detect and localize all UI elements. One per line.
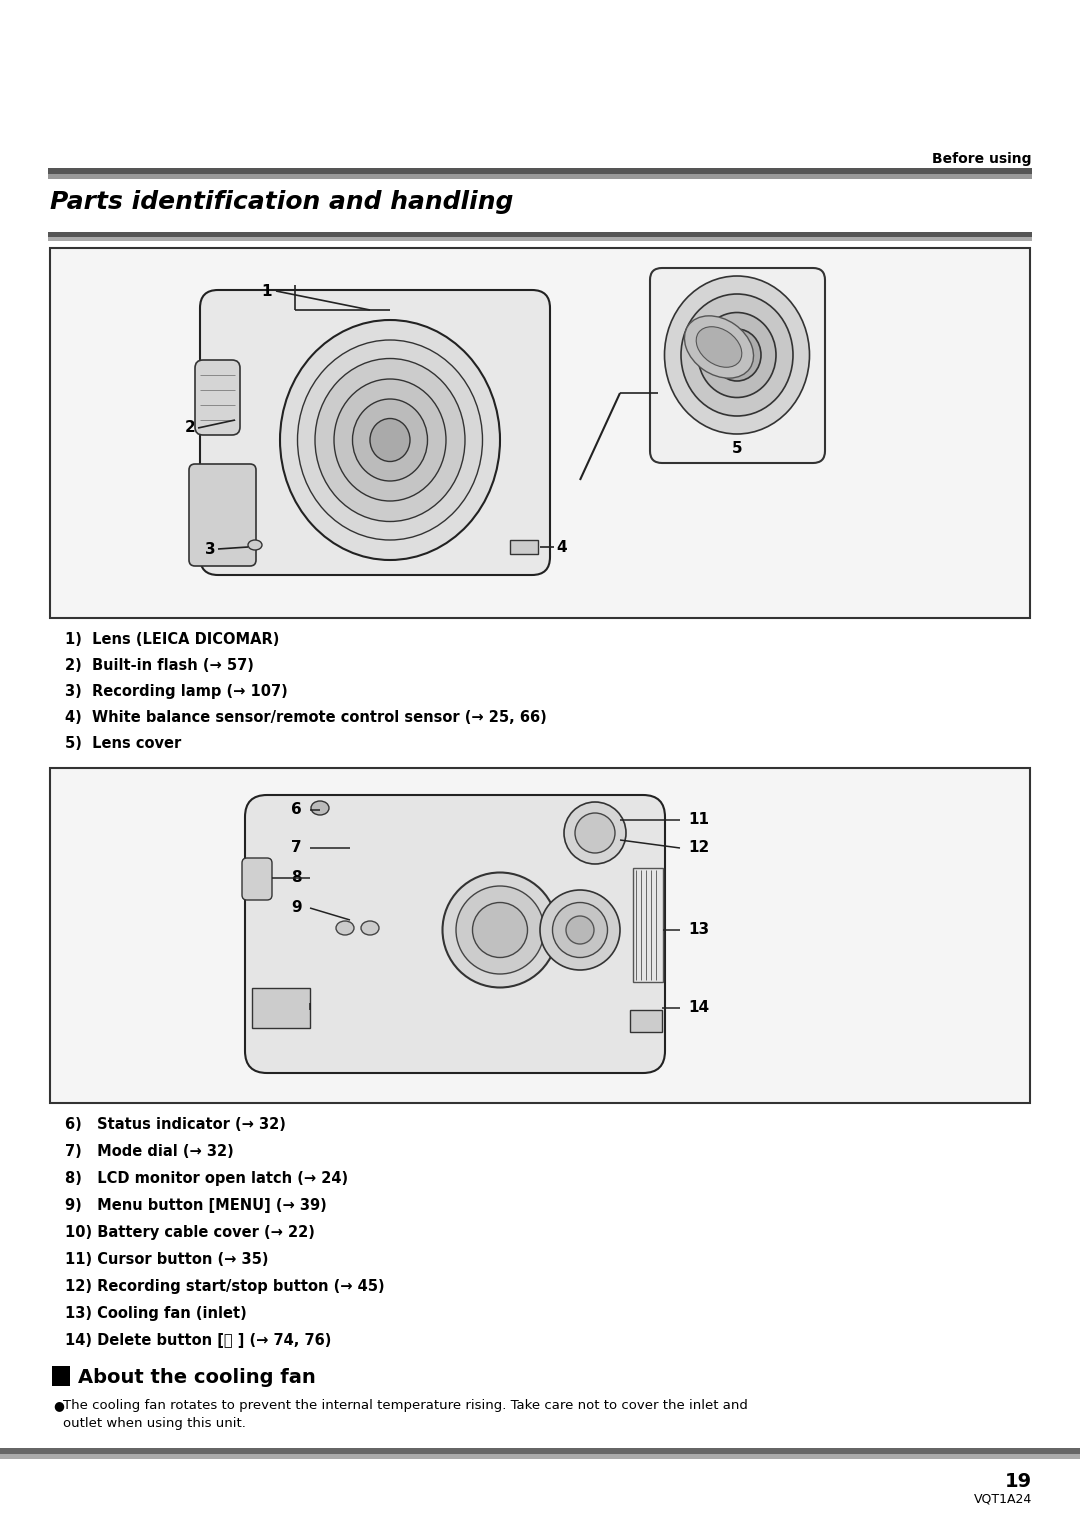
Ellipse shape [443, 873, 557, 987]
Bar [633, 868, 663, 983]
Ellipse shape [564, 803, 626, 864]
Ellipse shape [540, 890, 620, 971]
Ellipse shape [248, 540, 262, 549]
Text: 9)   Menu button [MENU] (→ 39): 9) Menu button [MENU] (→ 39) [65, 1198, 327, 1213]
Ellipse shape [456, 887, 544, 974]
Bar [52, 1366, 70, 1386]
Ellipse shape [297, 340, 483, 540]
Text: 2: 2 [185, 421, 195, 435]
Text: 6: 6 [292, 803, 302, 818]
Bar [50, 249, 1030, 618]
Text: 10) Battery cable cover (→ 22): 10) Battery cable cover (→ 22) [65, 1225, 315, 1241]
Ellipse shape [713, 330, 761, 382]
Text: 3: 3 [205, 542, 216, 557]
Bar [50, 768, 1030, 1103]
Bar [48, 168, 1032, 174]
FancyBboxPatch shape [200, 290, 550, 575]
Text: 19: 19 [1004, 1473, 1032, 1491]
Text: Parts identification and handling: Parts identification and handling [50, 191, 513, 214]
Text: 7: 7 [292, 841, 302, 856]
Ellipse shape [698, 313, 777, 397]
FancyBboxPatch shape [195, 360, 240, 435]
Ellipse shape [681, 295, 793, 417]
Ellipse shape [352, 398, 428, 481]
Text: VQT1A24: VQT1A24 [974, 1492, 1032, 1505]
Bar [630, 1010, 662, 1032]
Ellipse shape [473, 902, 527, 957]
Text: 13) Cooling fan (inlet): 13) Cooling fan (inlet) [65, 1306, 246, 1322]
Bar [252, 987, 310, 1029]
Text: 6)   Status indicator (→ 32): 6) Status indicator (→ 32) [65, 1117, 286, 1132]
Text: 5: 5 [731, 441, 742, 456]
Ellipse shape [685, 316, 754, 378]
Bar [0, 1454, 1080, 1459]
Ellipse shape [370, 418, 410, 461]
Bar [510, 540, 538, 554]
FancyBboxPatch shape [245, 795, 665, 1073]
Text: 9: 9 [292, 900, 302, 916]
Text: 2)  Built-in flash (→ 57): 2) Built-in flash (→ 57) [65, 658, 254, 673]
Text: 4: 4 [556, 540, 567, 554]
Text: 13: 13 [688, 923, 710, 937]
Text: 12) Recording start/stop button (→ 45): 12) Recording start/stop button (→ 45) [65, 1279, 384, 1294]
Text: 14: 14 [688, 1001, 710, 1015]
Ellipse shape [566, 916, 594, 945]
FancyBboxPatch shape [650, 269, 825, 462]
Text: 3)  Recording lamp (→ 107): 3) Recording lamp (→ 107) [65, 684, 287, 699]
Text: 11) Cursor button (→ 35): 11) Cursor button (→ 35) [65, 1251, 269, 1267]
Text: 14) Delete button [㗞 ] (→ 74, 76): 14) Delete button [㗞 ] (→ 74, 76) [65, 1334, 332, 1347]
Text: ●: ● [53, 1399, 64, 1412]
Bar [48, 232, 1032, 237]
Ellipse shape [664, 276, 810, 433]
Ellipse shape [280, 320, 500, 560]
Text: Before using: Before using [932, 153, 1032, 166]
Bar [48, 237, 1032, 241]
Text: 1: 1 [261, 284, 272, 299]
Text: 12: 12 [688, 841, 710, 856]
Ellipse shape [697, 327, 742, 368]
Text: 8)   LCD monitor open latch (→ 24): 8) LCD monitor open latch (→ 24) [65, 1170, 348, 1186]
Ellipse shape [311, 801, 329, 815]
Ellipse shape [575, 813, 615, 853]
Text: 10: 10 [281, 1003, 302, 1018]
Text: 11: 11 [688, 812, 708, 827]
Bar [0, 1448, 1080, 1454]
Ellipse shape [553, 902, 607, 957]
Ellipse shape [361, 922, 379, 935]
Ellipse shape [315, 359, 465, 522]
FancyBboxPatch shape [242, 858, 272, 900]
Text: 4)  White balance sensor/remote control sensor (→ 25, 66): 4) White balance sensor/remote control s… [65, 710, 546, 725]
Text: 7)   Mode dial (→ 32): 7) Mode dial (→ 32) [65, 1144, 233, 1160]
Text: The cooling fan rotates to prevent the internal temperature rising. Take care no: The cooling fan rotates to prevent the i… [63, 1399, 747, 1430]
Text: 5)  Lens cover: 5) Lens cover [65, 736, 181, 751]
Ellipse shape [334, 378, 446, 501]
Text: 8: 8 [292, 870, 302, 885]
Bar [48, 174, 1032, 179]
Text: About the cooling fan: About the cooling fan [78, 1367, 315, 1387]
Ellipse shape [336, 922, 354, 935]
FancyBboxPatch shape [189, 464, 256, 566]
Text: 1)  Lens (LEICA DICOMAR): 1) Lens (LEICA DICOMAR) [65, 632, 280, 647]
